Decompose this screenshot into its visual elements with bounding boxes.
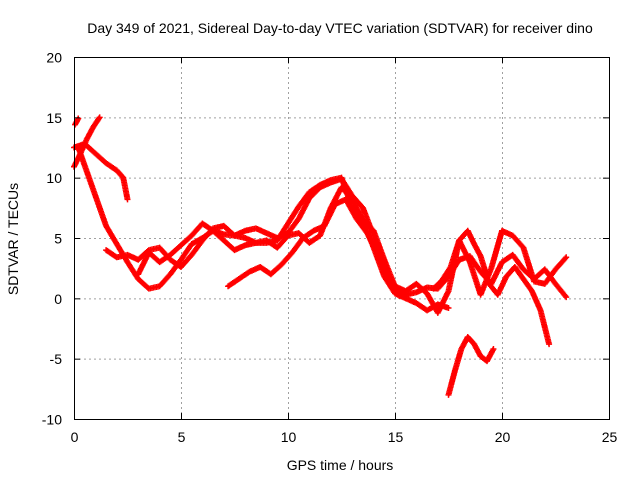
data-point-marker xyxy=(445,304,452,311)
y-tick-label: 5 xyxy=(54,231,62,247)
y-tick-label: -5 xyxy=(50,351,63,367)
y-tick-label: -10 xyxy=(42,412,62,428)
x-tick-label: 25 xyxy=(602,429,618,445)
grid xyxy=(74,57,609,419)
data-point-marker xyxy=(490,346,497,353)
y-tick-label: 0 xyxy=(54,291,62,307)
data-point-marker xyxy=(563,254,570,261)
x-tick-label: 10 xyxy=(281,429,297,445)
x-tick-label: 0 xyxy=(71,429,79,445)
data-point-marker xyxy=(95,115,102,122)
data-point-marker xyxy=(96,114,103,121)
y-tick-label: 20 xyxy=(46,50,62,66)
data-point-marker xyxy=(563,294,570,301)
x-axis-label: GPS time / hours xyxy=(287,457,394,473)
data-point-marker xyxy=(562,292,569,299)
x-tick-label: 20 xyxy=(495,429,511,445)
data-point-marker xyxy=(75,115,82,122)
chart-title: Day 349 of 2021, Sidereal Day-to-day VTE… xyxy=(87,20,593,36)
y-tick-label: 15 xyxy=(46,110,62,126)
data-point-marker xyxy=(124,196,131,203)
series-s8 xyxy=(430,227,553,348)
x-tick-label: 15 xyxy=(388,429,404,445)
y-tick-label: 10 xyxy=(46,170,62,186)
data-point-marker xyxy=(546,341,553,348)
series-s9 xyxy=(445,333,497,398)
series-s7 xyxy=(225,196,403,299)
x-tick-label: 5 xyxy=(178,429,186,445)
axis-ticks: 0 5 10 15 20 25 -10 -5 0 5 10 15 20 xyxy=(42,50,618,446)
data-point-marker xyxy=(562,255,569,262)
data-points xyxy=(71,114,570,398)
y-axis-label: SDTVAR / TECUs xyxy=(5,183,21,295)
data-point-marker xyxy=(396,292,403,299)
